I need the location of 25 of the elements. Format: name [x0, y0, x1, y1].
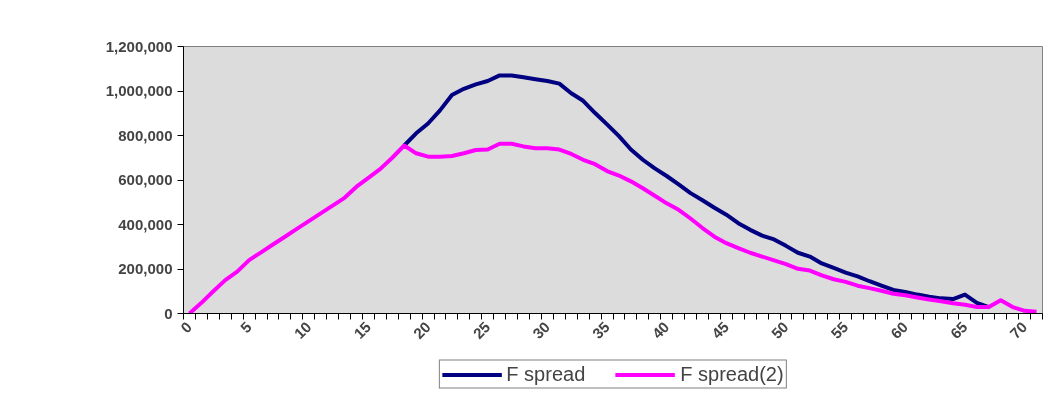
- x-tick-label: 0: [177, 318, 196, 337]
- legend-label: F spread: [506, 362, 586, 386]
- y-tick-label: 0: [164, 304, 173, 322]
- x-tick-label: 25: [469, 318, 494, 342]
- x-tick-label: 20: [409, 318, 434, 342]
- x-tick-label: 60: [887, 318, 911, 342]
- x-tick-label: 45: [708, 318, 732, 342]
- x-tick-label: 35: [588, 318, 613, 342]
- y-tick-label: 400,000: [118, 215, 173, 233]
- y-tick-label: 800,000: [118, 126, 173, 144]
- x-tick-label: 50: [767, 318, 792, 342]
- y-tick-label: 200,000: [118, 260, 173, 277]
- x-tick-label: 15: [350, 318, 375, 342]
- x-tick-label: 40: [648, 318, 673, 342]
- x-tick-label: 30: [529, 318, 554, 342]
- x-tick-label: 10: [290, 318, 315, 342]
- x-tick-label: 70: [1006, 318, 1031, 342]
- x-tick-label: 5: [236, 318, 255, 337]
- x-tick-label: 65: [946, 318, 971, 342]
- legend-label: F spread(2): [680, 362, 784, 386]
- y-tick-label: 600,000: [118, 171, 173, 188]
- x-tick-label: 55: [827, 318, 852, 342]
- line-series: [187, 141, 1039, 314]
- y-tick-label: 1,000,000: [105, 82, 173, 99]
- y-tick-label: 1,200,000: [105, 37, 173, 55]
